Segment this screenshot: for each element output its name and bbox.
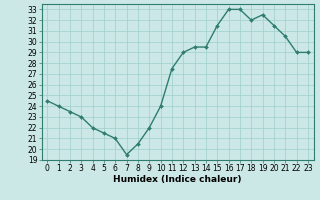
X-axis label: Humidex (Indice chaleur): Humidex (Indice chaleur): [113, 175, 242, 184]
